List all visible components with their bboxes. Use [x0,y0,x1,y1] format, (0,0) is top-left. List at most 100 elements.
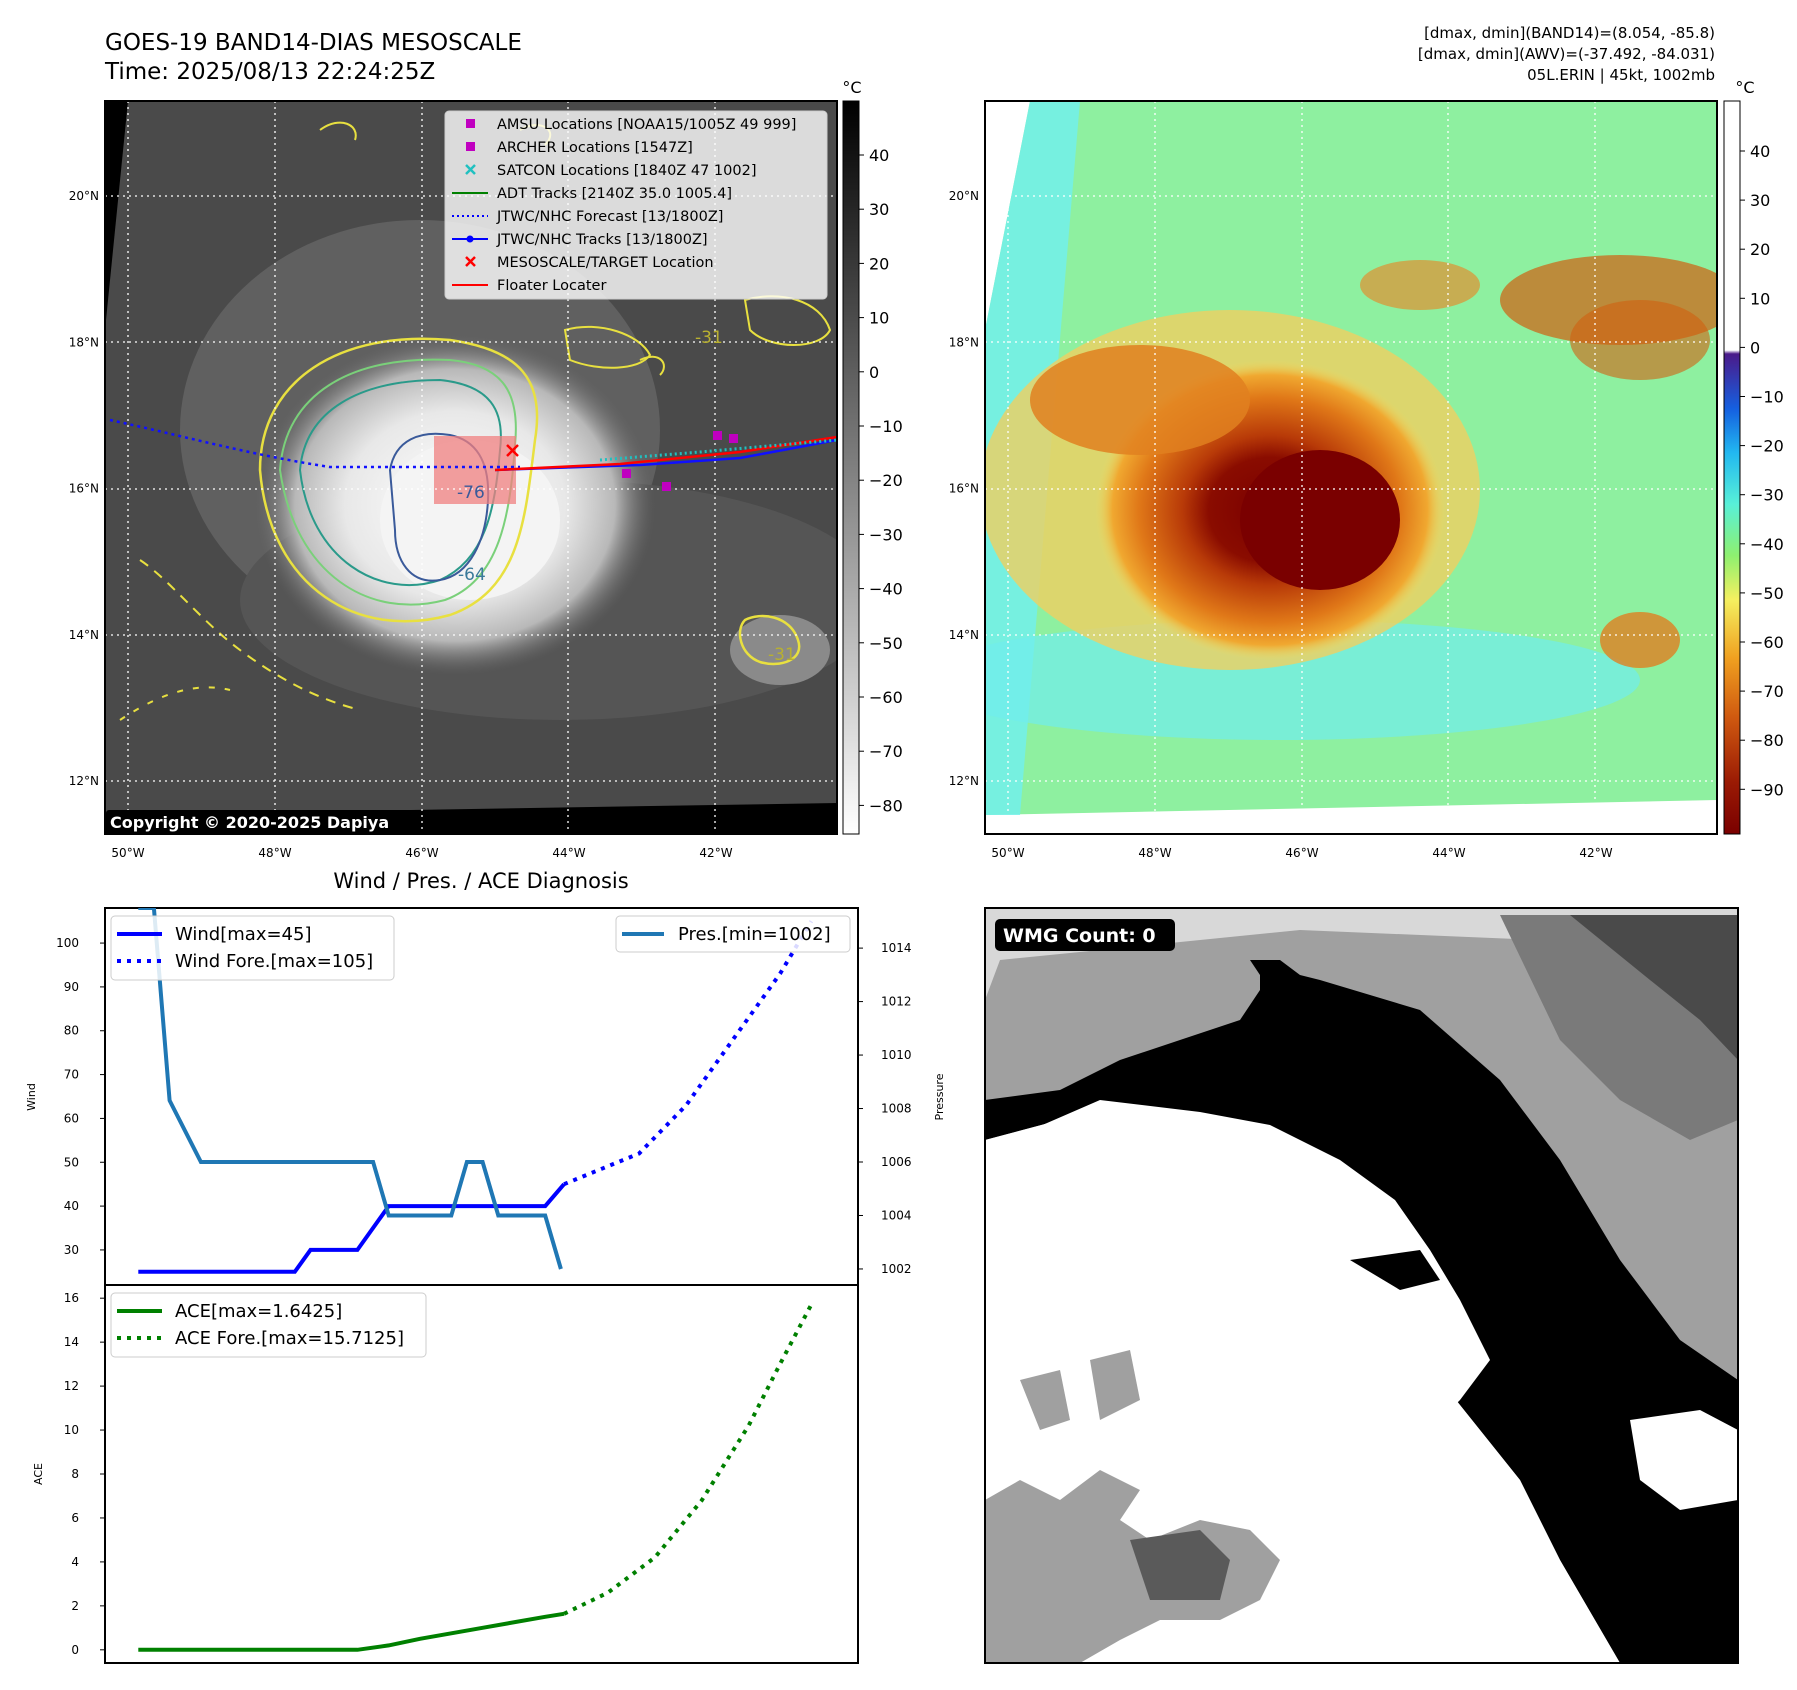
colorbar-tick-label: −20 [869,471,903,490]
legend-label: ACE[max=1.6425] [175,1301,342,1322]
legend-marker-x [465,164,476,175]
colorbar-tick-label: −20 [1750,437,1784,456]
contour-label-inner: -76 [457,483,485,503]
legend-entry: JTWC/NHC Tracks [13/1800Z] [452,232,708,248]
legend-label: Floater Locater [497,278,606,294]
ace-ytick-label: 6 [71,1511,79,1525]
map-axis-labels: 50°W 48°W 46°W 44°W 42°W 20°N 18°N 16°N 14°N 12°N… [69,189,1613,860]
lat-label: 16°N [69,482,99,496]
pressure-legend: Pres.[min=1002] [615,915,851,953]
contour-label-east: -31 [768,645,796,665]
legend-entry: JTWC/NHC Forecast [13/1800Z] [452,209,723,225]
wind-ytick-label: 90 [64,980,79,994]
colorbar-tick-label: −80 [869,796,903,815]
legend-label: ADT Tracks [2140Z 35.0 1005.4] [497,186,732,202]
legend-entry: AMSU Locations [NOAA15/1005Z 49 999] [466,117,796,133]
lon-label: 42°W [1579,846,1612,860]
wind-ytick-label: 100 [56,936,79,950]
legend-label: Wind Fore.[max=105] [175,951,373,972]
lon-label: 50°W [991,846,1024,860]
lon-label: 46°W [1285,846,1318,860]
legend-entry: MESOSCALE/TARGET Location [465,255,714,271]
colorbar-tick-label: 20 [869,254,889,273]
colorbar-tick-label: 40 [869,146,889,165]
colorbar-tick-label: −60 [1750,633,1784,652]
legend-label: Pres.[min=1002] [678,924,831,945]
legend-entry: ADT Tracks [2140Z 35.0 1005.4] [452,186,732,202]
ace-ytick-label: 8 [71,1467,79,1481]
legend-marker-x [465,256,476,267]
legend-label: MESOSCALE/TARGET Location [497,255,714,271]
colorbar-tick-label: −70 [869,742,903,761]
lon-label: 50°W [111,846,144,860]
lat-label: 20°N [69,189,99,203]
colorbar-tick-label: −90 [1750,780,1784,799]
colorbar-tick-label: 20 [1750,240,1770,259]
copyright-text: Copyright © 2020-2025 Dapiya [110,813,389,832]
wind-ytick-label: 70 [64,1068,79,1082]
lon-label: 44°W [1432,846,1465,860]
legend-label: ARCHER Locations [1547Z] [497,140,693,156]
contour-label-core: -64 [458,565,486,585]
lat-label: 12°N [949,774,979,788]
pressure-axis-label: Pressure [933,1073,946,1120]
colorbar-tick-label: −50 [1750,584,1784,603]
colorbar-tick-label: 10 [1750,289,1770,308]
colorbar-tick-label: 40 [1750,142,1770,161]
contour-label-north: -31 [695,328,723,348]
ace-ytick-label: 12 [64,1379,79,1393]
ace-ytick-label: 2 [71,1599,79,1613]
colorbar-tick-label: −10 [869,417,903,436]
ir-legend: AMSU Locations [NOAA15/1005Z 49 999] ARCH… [444,110,828,300]
lat-label: 20°N [949,189,979,203]
pressure-ytick-label: 1012 [881,995,912,1009]
stats-line1: [dmax, dmin](BAND14)=(8.054, -85.8) [1424,24,1715,42]
ace-ytick-label: 16 [64,1291,79,1305]
wind-ytick-label: 60 [64,1111,79,1125]
lon-label: 48°W [1138,846,1171,860]
pressure-ytick-label: 1002 [881,1262,912,1276]
pressure-ytick-label: 1008 [881,1102,912,1116]
colorbar-tick-label: −10 [1750,388,1784,407]
wind-ytick-label: 40 [64,1199,79,1213]
series-line-2 [138,908,563,1270]
ace-series-line-0 [138,1611,565,1652]
colorbar-tick-label: −50 [869,634,903,653]
pressure-ytick-label: 1014 [881,941,912,955]
colorbar-tick-label: −60 [869,688,903,707]
colorbar-tick-label: −80 [1750,731,1784,750]
lat-label: 14°N [69,628,99,642]
colorbar-tick-label: −30 [1750,486,1784,505]
stats-line3: 05L.ERIN | 45kt, 1002mb [1527,66,1715,84]
pressure-ytick-label: 1010 [881,1048,912,1062]
legend-entry: Floater Locater [452,278,606,294]
wind-legend: Wind[max=45] Wind Fore.[max=105] [110,915,395,981]
wind-axis-label: Wind [25,1083,38,1111]
copyright-box [106,810,416,834]
legend-label: JTWC/NHC Tracks [13/1800Z] [496,232,708,248]
colorbar-tick-label: −30 [869,525,903,544]
ace-legend: ACE[max=1.6425] ACE Fore.[max=15.7125] [110,1292,427,1358]
wind-ytick-label: 80 [64,1024,79,1038]
colorbar-tick-label: 10 [869,309,889,328]
lat-label: 18°N [69,335,99,349]
ir-colorbar: °C 40 30 20 10 0 −10 −20 −30 −40 −50 −60 −70 −80 [842,78,903,835]
colorbar-tick-label: 0 [1750,338,1760,357]
wind-ytick-label: 50 [64,1155,79,1169]
lat-label: 16°N [949,482,979,496]
legend-label: ACE Fore.[max=15.7125] [175,1328,404,1349]
legend-marker-square [466,119,475,128]
ace-chart: 0 2 4 6 8 10 12 14 16 ACE[max=1.6425] ACE Fore.[ma… [32,1284,859,1664]
lon-label: 44°W [552,846,585,860]
lon-label: 46°W [405,846,438,860]
lat-label: 14°N [949,628,979,642]
wmg-count-box [995,919,1175,951]
ace-ytick-label: 10 [64,1423,79,1437]
colorbar-tick-label: −40 [1750,535,1784,554]
wind-ytick-label: 30 [64,1243,79,1257]
wmg-panel: WMG Count: 0 [984,907,1739,1664]
legend-label: JTWC/NHC Forecast [13/1800Z] [496,209,723,225]
legend-entry: ARCHER Locations [1547Z] [466,140,693,156]
color-map-panel [984,100,1718,835]
